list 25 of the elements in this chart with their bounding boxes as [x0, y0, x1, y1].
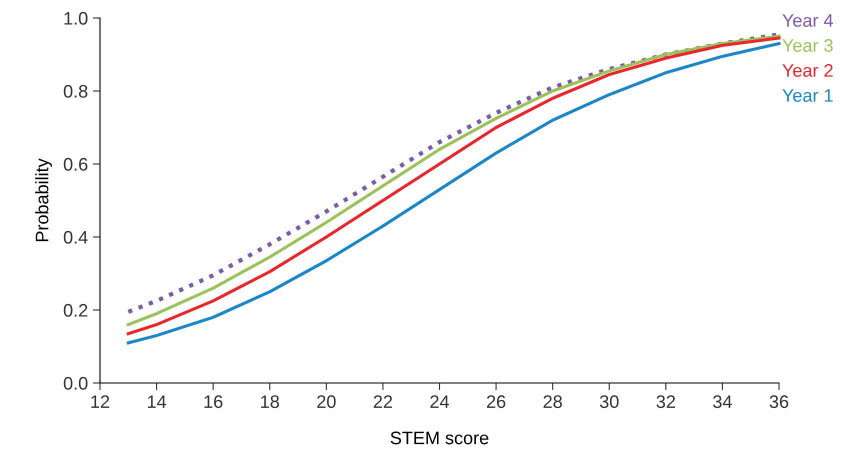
x-tick-label: 26: [486, 395, 506, 408]
y-tick-label: 0.4: [64, 230, 88, 244]
x-tick-label: 12: [91, 395, 110, 408]
x-tick-label: 30: [600, 395, 619, 408]
y-tick-label: 0.8: [64, 84, 88, 98]
x-tick-label: 24: [430, 395, 450, 408]
series-label: Year 2: [782, 64, 833, 77]
x-tick-label: 22: [374, 395, 392, 408]
text: Year 1: [782, 89, 833, 102]
x-tick-label: 18: [261, 395, 280, 408]
x-tick-label: 16: [204, 395, 222, 408]
x-tick-label: 28: [544, 395, 562, 408]
y-tick-label: 0.2: [64, 304, 88, 317]
y-tick-label: 0.6: [64, 158, 88, 171]
x-tick-label: 32: [656, 395, 675, 408]
y-tick-label: 0.0: [64, 376, 88, 390]
x-axis-title: STEM score: [390, 432, 488, 444]
series-label: Year 4: [782, 14, 834, 27]
x-tick-label: 36: [770, 395, 788, 408]
series-label: Year 3: [782, 39, 833, 52]
x-tick-label: 34: [713, 395, 732, 408]
x-tick-label: 14: [148, 395, 166, 408]
y-axis-title: Probability: [35, 158, 52, 242]
x-tick-label: 20: [317, 395, 336, 408]
y-tick-label: 1.0: [64, 12, 88, 25]
